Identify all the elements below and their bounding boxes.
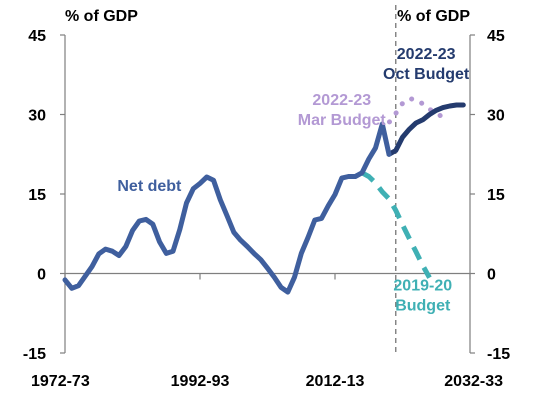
annotation-net-debt: Net debt	[117, 178, 182, 195]
left-axis-unit-label: % of GDP	[65, 8, 138, 25]
annotation-line: 2019-20	[393, 277, 452, 294]
left-tick-label: 30	[28, 108, 46, 125]
series-line-2022-23-mar-budget	[379, 96, 453, 133]
annotation-line: 2022-23	[312, 92, 371, 109]
annotation-line: Mar Budget	[298, 112, 387, 129]
x-tick-label: 2032-33	[444, 373, 503, 390]
x-tick-label: 2012-13	[306, 373, 365, 390]
right-tick-label: 30	[487, 108, 505, 125]
left-tick-label: -15	[23, 346, 46, 363]
annotation-2022-23-mar-budget: 2022-23 Mar Budget	[298, 92, 387, 129]
right-tick-label: -15	[487, 346, 510, 363]
left-tick-label: 15	[28, 187, 46, 204]
axes	[60, 5, 475, 354]
x-axis-ticks: 1972-73 1992-93 2012-13 2032-33	[31, 373, 503, 390]
right-axis-unit-label: % of GDP	[397, 8, 470, 25]
x-tick-label: 1992-93	[171, 373, 230, 390]
series-layer	[62, 96, 466, 295]
series-line-net-debt	[62, 121, 392, 295]
annotation-line: Oct Budget	[383, 66, 470, 83]
series-line-2019-20-budget	[360, 170, 432, 279]
x-tick-label: 1972-73	[31, 373, 90, 390]
right-tick-label: 45	[487, 28, 505, 45]
annotation-line: 2022-23	[397, 46, 456, 63]
right-tick-label: 0	[487, 267, 496, 284]
left-tick-label: 0	[37, 267, 46, 284]
annotation-line: Budget	[395, 297, 451, 314]
annotation-2019-20-budget: 2019-20 Budget	[393, 277, 452, 314]
annotation-2022-23-oct-budget: 2022-23 Oct Budget	[383, 46, 470, 83]
right-axis-ticks: -15 0 15 30 45	[487, 28, 510, 363]
right-tick-label: 15	[487, 187, 505, 204]
annotation-layer: Net debt 2022-23 Oct Budget 2022-23 Mar Budg…	[117, 46, 470, 315]
left-axis-ticks: -15 0 15 30 45	[23, 28, 46, 363]
left-tick-label: 45	[28, 28, 46, 45]
series-line-2022-23-oct-budget	[386, 102, 466, 157]
annotation-line: Net debt	[117, 178, 182, 195]
